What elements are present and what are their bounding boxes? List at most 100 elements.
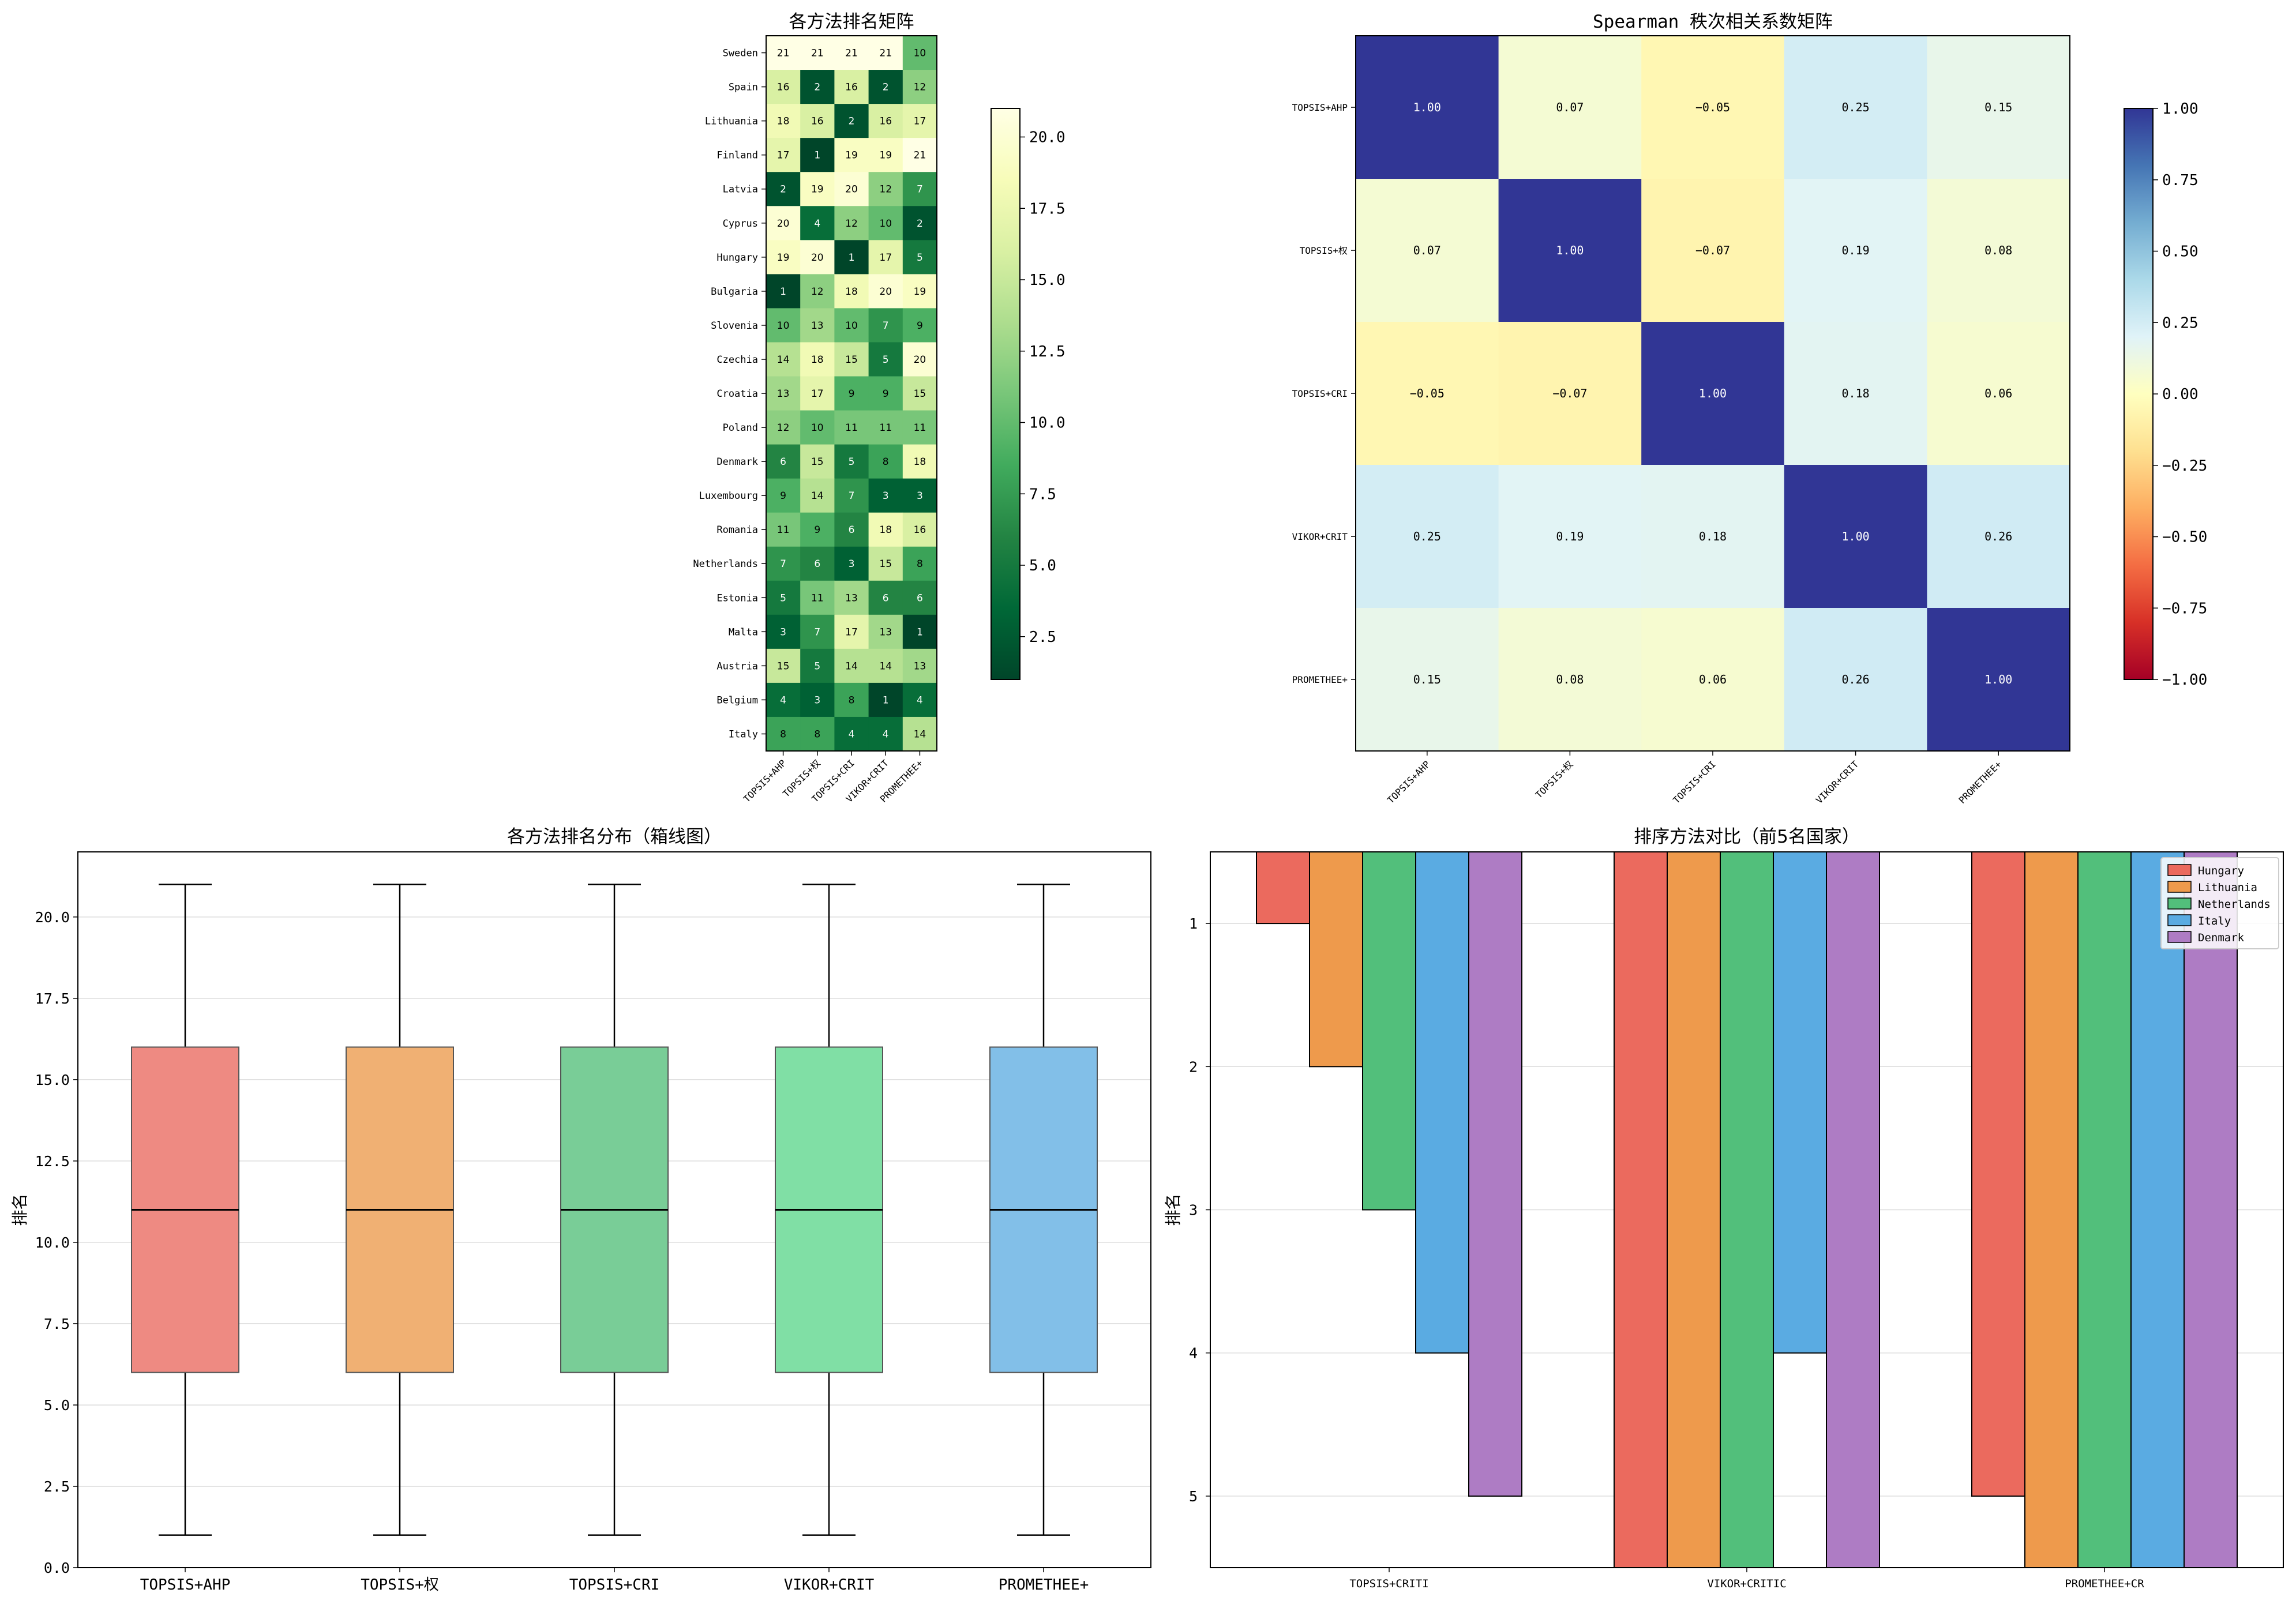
country-label: Luxembourg — [699, 490, 758, 502]
method-row-label: TOPSIS+CRI — [1292, 388, 1348, 399]
rank-cell-label: 11 — [914, 422, 926, 434]
legend-label: Netherlands — [2198, 898, 2271, 911]
bar-lithuania — [1667, 851, 1721, 1568]
corr-cell — [1498, 322, 1642, 465]
rank-cell — [902, 716, 937, 752]
rank-cell — [868, 308, 903, 343]
bar-netherlands — [1362, 851, 1416, 1211]
rank-cell-label: 2 — [849, 116, 855, 127]
corr-cell-label: 1.00 — [1699, 386, 1727, 400]
country-label: Austria — [716, 660, 758, 672]
corr-cell — [1784, 36, 1927, 179]
boxplot-panel: 0.0 2.5 5.0 7.5 10.0 12.5 15.0 17.5 20.0 TOPSIS+A… — [10, 827, 1151, 1594]
corr-cell — [1784, 465, 1927, 608]
rank-cell — [766, 206, 801, 241]
corr-cell — [1498, 179, 1642, 322]
colorbar-tick-label: 1.00 — [2162, 100, 2199, 118]
rank-cell-label: 8 — [814, 728, 820, 740]
rank-cell-label: 3 — [780, 626, 786, 638]
colorbar-tick-label: −1.00 — [2162, 671, 2207, 689]
corr-cell-label: 0.19 — [1842, 243, 1870, 257]
rank-cell-label: 15 — [879, 558, 892, 570]
country-label: Slovenia — [711, 320, 758, 332]
rank-cell-label: 14 — [879, 660, 892, 672]
rank-cell-label: 10 — [879, 218, 892, 230]
colorbar-tick-label: 12.5 — [1029, 343, 1066, 360]
rank-cell — [902, 478, 937, 513]
rank-cell-label: 5 — [780, 592, 786, 604]
rank-cell — [834, 478, 869, 513]
rank-cell-label: 10 — [811, 422, 824, 434]
rank-cell-label: 4 — [883, 728, 889, 740]
rank-colorbar — [991, 108, 1021, 680]
corr-cell-label: 0.08 — [1556, 673, 1584, 686]
rank-cell — [800, 410, 835, 445]
method-col-label: TOPSIS+CRI — [1671, 758, 1718, 806]
legend-swatch — [2167, 881, 2192, 893]
rank-cell — [868, 648, 903, 683]
y-tick-label: 1 — [1189, 915, 1198, 932]
bar-italy — [1415, 851, 1469, 1354]
corr-cell — [1927, 179, 2070, 322]
corr-cell — [1356, 179, 1499, 322]
rank-cell-label: 9 — [883, 388, 889, 400]
rank-cell-label: 2 — [814, 82, 820, 93]
rank-cell-label: 3 — [849, 558, 855, 570]
rank-cell-label: 7 — [814, 626, 820, 638]
y-tick-label: 3 — [1189, 1202, 1198, 1219]
colorbar-tick-label: 15.0 — [1029, 272, 1066, 289]
rank-cell-label: 3 — [814, 694, 820, 706]
category-label: PROMETHEE+CR — [2065, 1577, 2144, 1590]
colorbar-tick-label: −0.25 — [2162, 457, 2207, 475]
category-label: TOPSIS+CRITI — [1349, 1577, 1428, 1590]
boxplot-frame — [77, 851, 1151, 1568]
rank-cell — [766, 716, 801, 752]
country-label: Sweden — [723, 48, 758, 59]
rank-cell-label: 11 — [845, 422, 858, 434]
corr-cell-label: 1.00 — [1984, 673, 2012, 686]
rank-cell — [800, 342, 835, 377]
rank-cell — [834, 342, 869, 377]
rank-cell-label: 19 — [777, 252, 790, 264]
rank-cell-label: 20 — [811, 252, 824, 264]
rank-cell — [868, 376, 903, 411]
corr-cell-label: 1.00 — [1413, 100, 1441, 114]
rank-cell-label: 21 — [914, 150, 926, 161]
rank-cell-label: 2 — [917, 218, 923, 230]
rank-cell — [766, 478, 801, 513]
rank-cell-label: 7 — [849, 490, 855, 502]
rank-cell — [868, 240, 903, 275]
rank-cell-label: 19 — [811, 184, 824, 196]
rank-cell — [766, 138, 801, 172]
rank-cell-label: 15 — [914, 388, 926, 400]
method-col-label: TOPSIS+AHP — [1385, 758, 1432, 806]
rank-cell — [868, 546, 903, 581]
y-tick-label: 5 — [1189, 1488, 1198, 1505]
corr-cell — [1498, 465, 1642, 608]
rank-cell — [766, 376, 801, 411]
rank-cell — [800, 546, 835, 581]
rank-cell-label: 20 — [777, 218, 790, 230]
rank-cell — [800, 138, 835, 172]
rank-cell-label: 1 — [780, 286, 786, 298]
rank-cell-label: 19 — [845, 150, 858, 161]
rank-cell-label: 14 — [845, 660, 858, 672]
rank-cell-label: 8 — [883, 456, 889, 468]
rank-cell — [766, 70, 801, 104]
y-tick-label: 4 — [1189, 1345, 1198, 1362]
corr-cell-label: −0.07 — [1695, 243, 1730, 257]
rank-cell — [902, 308, 937, 343]
corr-cell-label: 0.19 — [1556, 529, 1584, 543]
rank-cell-label: 7 — [917, 184, 923, 196]
rank-cell-label: 17 — [845, 626, 858, 638]
rank-cell — [868, 580, 903, 615]
rank-cell — [834, 648, 869, 683]
country-label: Denmark — [716, 456, 758, 468]
rank-cell-label: 10 — [777, 320, 790, 332]
bar-denmark — [1826, 851, 1880, 1568]
rank-cell — [800, 682, 835, 718]
rank-cell — [800, 206, 835, 241]
rank-cell-label: 2 — [883, 82, 889, 93]
method-label: TOPSIS+AHP — [741, 757, 789, 805]
